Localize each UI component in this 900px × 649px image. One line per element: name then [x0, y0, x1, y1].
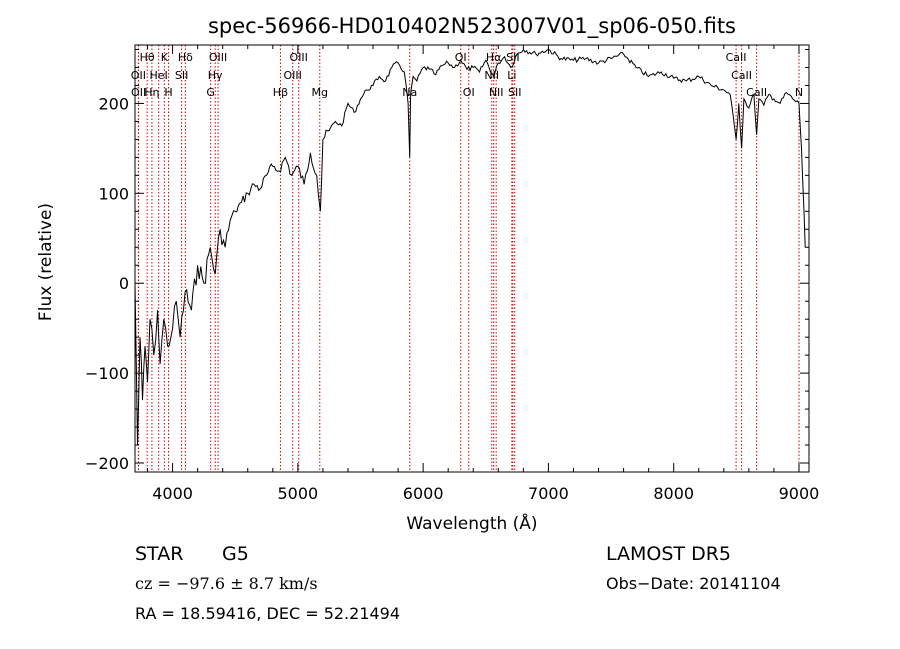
x-tick-label: 9000	[779, 484, 820, 503]
line-label-hη: Hη	[144, 86, 159, 99]
spectrum-line	[134, 48, 806, 446]
line-label-nii: NII	[489, 86, 504, 99]
line-label-sii: SII	[508, 86, 521, 99]
y-tick-label: 200	[98, 94, 129, 113]
y-tick-label: −200	[85, 454, 129, 473]
line-label-caii: CaII	[731, 69, 752, 82]
line-label-na: Na	[402, 86, 417, 99]
line-label-h: H	[164, 86, 172, 99]
line-label-k: K	[161, 51, 169, 64]
line-label-hα: Hα	[486, 51, 502, 64]
x-tick-label: 4000	[152, 484, 193, 503]
observation-date: Obs−Date: 20141104	[606, 574, 781, 593]
y-tick-label: 0	[119, 274, 129, 293]
line-label-oiii: OIII	[209, 51, 227, 64]
object-subclass: G5	[222, 543, 249, 565]
line-label-sii: SII	[175, 69, 188, 82]
line-label-hei: HeI	[150, 69, 168, 82]
survey-name: LAMOST DR5	[606, 543, 731, 565]
line-label-caii: CaII	[726, 51, 747, 64]
line-label-hβ: Hβ	[273, 86, 288, 99]
line-label-n: N	[795, 86, 803, 99]
x-axis-label: Wavelength (Å)	[406, 512, 537, 534]
y-axis-label: Flux (relative)	[36, 203, 56, 321]
line-label-g: G	[206, 86, 215, 99]
spectral-line-labels: Hθ K Hδ OIII OIII OI Hα SII CaII OII HeI SII Hγ OIII N…	[131, 51, 803, 99]
x-tick-label: 5000	[278, 484, 319, 503]
redshift-cz: cz = −97.6 ± 8.7 km/s	[135, 574, 318, 593]
x-axis-ticks: 4000 5000 6000 7000 8000 9000	[147, 45, 820, 503]
line-label-oi: OI	[463, 86, 475, 99]
y-axis-ticks: −200 −100 0 100 200	[85, 48, 809, 473]
line-label-sii: SII	[506, 51, 519, 64]
y-tick-label: −100	[85, 364, 129, 383]
x-tick-label: 6000	[403, 484, 444, 503]
line-label-oiii: OIII	[290, 51, 308, 64]
y-tick-label: 100	[98, 184, 129, 203]
line-label-oiii: OIII	[284, 69, 302, 82]
object-class: STAR	[135, 543, 183, 565]
coordinates: RA = 18.59416, DEC = 52.21494	[135, 604, 400, 623]
line-label-li: Li	[507, 69, 516, 82]
chart-title: spec-56966-HD010402N523007V01_sp06-050.f…	[208, 14, 736, 39]
line-label-oii: OII	[131, 69, 146, 82]
line-label-oi: OI	[455, 51, 467, 64]
x-tick-label: 8000	[653, 484, 694, 503]
line-label-hθ: Hθ	[140, 51, 155, 64]
line-label-nii: NII	[484, 69, 499, 82]
plot-frame	[134, 44, 810, 473]
x-tick-label: 7000	[528, 484, 569, 503]
line-label-hδ: Hδ	[178, 51, 193, 64]
line-label-mg: Mg	[312, 86, 328, 99]
spectral-line-markers	[137, 45, 800, 472]
line-label-caii: CaII	[746, 86, 767, 99]
line-label-hγ: Hγ	[208, 69, 223, 82]
